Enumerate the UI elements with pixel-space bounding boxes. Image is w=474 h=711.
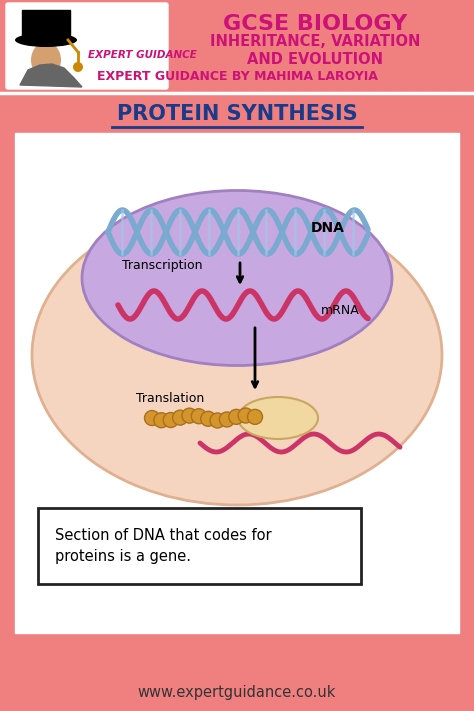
Text: AND EVOLUTION: AND EVOLUTION <box>247 52 383 67</box>
Text: Translation: Translation <box>136 392 204 405</box>
Polygon shape <box>20 64 82 87</box>
Circle shape <box>173 410 188 425</box>
Text: EXPERT GUIDANCE: EXPERT GUIDANCE <box>88 50 197 60</box>
Ellipse shape <box>15 33 77 47</box>
Circle shape <box>145 410 159 425</box>
Circle shape <box>191 409 206 424</box>
Text: DNA: DNA <box>311 221 345 235</box>
Circle shape <box>210 413 225 428</box>
Text: INHERITANCE, VARIATION: INHERITANCE, VARIATION <box>210 34 420 49</box>
Circle shape <box>229 410 244 424</box>
Ellipse shape <box>82 191 392 365</box>
Circle shape <box>163 412 178 427</box>
FancyBboxPatch shape <box>38 508 361 584</box>
Text: mRNA: mRNA <box>320 304 359 316</box>
Text: EXPERT GUIDANCE BY MAHIMA LAROYIA: EXPERT GUIDANCE BY MAHIMA LAROYIA <box>97 70 377 83</box>
Text: www.expertguidance.co.uk: www.expertguidance.co.uk <box>138 685 336 700</box>
Circle shape <box>201 411 216 427</box>
Text: PROTEIN SYNTHESIS: PROTEIN SYNTHESIS <box>117 104 357 124</box>
Circle shape <box>238 408 253 423</box>
Circle shape <box>219 412 235 427</box>
FancyBboxPatch shape <box>15 133 459 633</box>
Text: GCSE BIOLOGY: GCSE BIOLOGY <box>223 14 407 34</box>
Ellipse shape <box>31 42 61 78</box>
Ellipse shape <box>32 205 442 505</box>
Circle shape <box>154 412 169 428</box>
Ellipse shape <box>238 397 318 439</box>
Circle shape <box>182 408 197 423</box>
FancyBboxPatch shape <box>22 10 70 38</box>
FancyBboxPatch shape <box>6 3 168 89</box>
Circle shape <box>247 410 263 424</box>
Circle shape <box>73 62 83 72</box>
Text: Transcription: Transcription <box>122 259 202 272</box>
Text: Section of DNA that codes for
proteins is a gene.: Section of DNA that codes for proteins i… <box>55 528 272 564</box>
